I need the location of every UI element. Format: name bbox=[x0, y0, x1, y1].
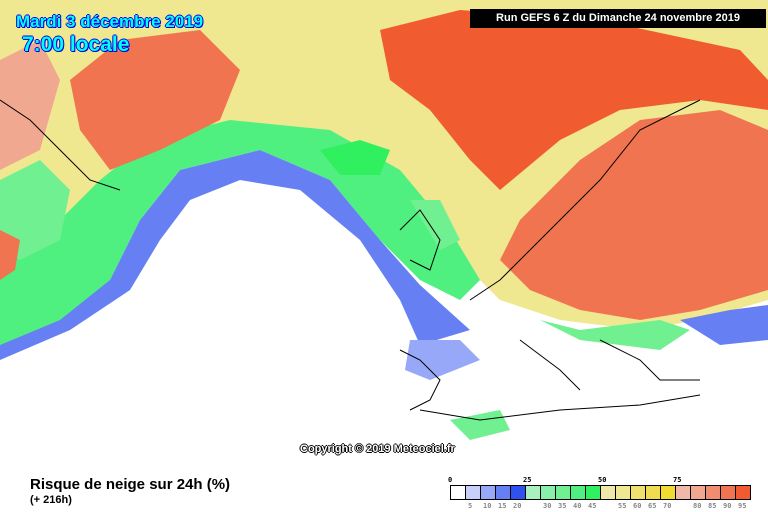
legend-minor-tick: 60 bbox=[633, 502, 642, 510]
snow-risk-map bbox=[0, 0, 768, 468]
legend-swatch bbox=[526, 486, 541, 499]
legend-swatch bbox=[541, 486, 556, 499]
legend-swatch bbox=[646, 486, 661, 499]
legend-minor-tick: 5 bbox=[468, 502, 473, 510]
legend-minor-tick: 70 bbox=[663, 502, 672, 510]
legend-swatch bbox=[451, 486, 466, 499]
legend-minor-tick: 65 bbox=[648, 502, 657, 510]
region-orange-west bbox=[0, 230, 20, 280]
legend-minor-tick: 80 bbox=[693, 502, 702, 510]
legend-minor-tick: 10 bbox=[483, 502, 492, 510]
variable-title: Risque de neige sur 24h (%) bbox=[30, 476, 231, 493]
legend-minor-tick: 30 bbox=[543, 502, 552, 510]
lead-time: (+ 216h) bbox=[30, 494, 72, 506]
coastlines bbox=[0, 99, 701, 421]
legend-swatch bbox=[691, 486, 706, 499]
color-legend bbox=[450, 485, 751, 500]
legend-swatch bbox=[721, 486, 736, 499]
region-orange-europe bbox=[500, 110, 768, 320]
forecast-date: Mardi 3 décembre 2019 bbox=[16, 12, 204, 31]
region-blue-balkans bbox=[680, 305, 768, 345]
legend-minor-tick: 85 bbox=[708, 502, 717, 510]
legend-swatch bbox=[601, 486, 616, 499]
forecast-time: 7:00 locale bbox=[22, 33, 130, 56]
legend-swatch bbox=[616, 486, 631, 499]
region-green-alps bbox=[540, 320, 690, 350]
legend-minor-tick: 15 bbox=[498, 502, 507, 510]
region-green-coast bbox=[0, 120, 480, 350]
region-green-iceland bbox=[320, 140, 390, 175]
legend-swatch bbox=[556, 486, 571, 499]
legend-swatch bbox=[706, 486, 721, 499]
legend-swatch bbox=[571, 486, 586, 499]
legend-swatch bbox=[661, 486, 676, 499]
region-white-atlantic bbox=[0, 185, 410, 468]
legend-major-tick: 0 bbox=[448, 476, 453, 484]
region-light-orange bbox=[0, 40, 60, 170]
model-run-label: Run GEFS 6 Z du Dimanche 24 novembre 201… bbox=[470, 9, 766, 28]
region-green-west bbox=[0, 160, 70, 260]
legend-major-tick: 50 bbox=[598, 476, 607, 484]
legend-swatch bbox=[736, 486, 750, 499]
legend-minor-tick: 20 bbox=[513, 502, 522, 510]
legend-minor-tick: 90 bbox=[723, 502, 732, 510]
legend-major-tick: 25 bbox=[523, 476, 532, 484]
legend-minor-tick: 45 bbox=[588, 502, 597, 510]
legend-swatch bbox=[586, 486, 601, 499]
legend-swatch bbox=[676, 486, 691, 499]
legend-minor-tick: 95 bbox=[738, 502, 747, 510]
legend-major-tick: 75 bbox=[673, 476, 682, 484]
region-blue-iberia bbox=[405, 340, 480, 380]
region-orange-greenland bbox=[70, 30, 240, 170]
legend-swatch bbox=[496, 486, 511, 499]
legend-swatch bbox=[631, 486, 646, 499]
region-blue-edge bbox=[0, 150, 470, 360]
legend-minor-tick: 35 bbox=[558, 502, 567, 510]
legend-minor-tick: 55 bbox=[618, 502, 627, 510]
legend-minor-tick: 40 bbox=[573, 502, 582, 510]
legend-swatch bbox=[511, 486, 526, 499]
legend-swatch bbox=[466, 486, 481, 499]
copyright: Copyright © 2019 Meteociel.fr bbox=[300, 443, 455, 455]
legend-swatch bbox=[481, 486, 496, 499]
region-green-scand bbox=[410, 200, 460, 250]
region-orange-arctic bbox=[380, 10, 768, 190]
